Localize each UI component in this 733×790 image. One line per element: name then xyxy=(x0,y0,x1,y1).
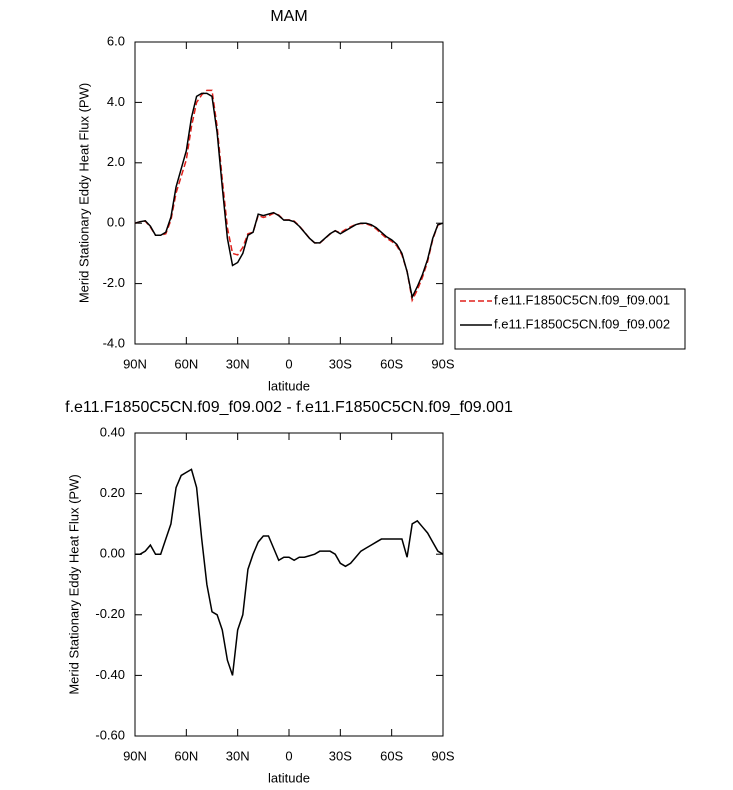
x-tick-label: 60S xyxy=(380,748,403,763)
y-tick-label: -4.0 xyxy=(103,335,125,350)
y-tick-label: 0.0 xyxy=(107,215,125,230)
legend-box xyxy=(454,288,686,350)
x-tick-label: 0 xyxy=(285,356,292,371)
y-tick-label: 0.00 xyxy=(100,546,125,561)
y-tick-label: 6.0 xyxy=(107,33,125,48)
plot-frame xyxy=(134,41,444,345)
y-tick-label: -0.20 xyxy=(95,606,125,621)
x-tick-label: 90N xyxy=(123,356,147,371)
y-tick-label: -0.60 xyxy=(95,727,125,742)
x-axis-label: latitude xyxy=(268,770,310,785)
y-tick-label: -0.40 xyxy=(95,667,125,682)
plot-frame xyxy=(134,432,444,737)
x-tick-label: 60N xyxy=(174,748,198,763)
legend-label: f.e11.F1850C5CN.f09_f09.002 xyxy=(494,316,670,331)
x-tick-label: 90S xyxy=(431,748,454,763)
x-tick-label: 90N xyxy=(123,748,147,763)
series-line xyxy=(134,89,444,303)
y-axis-label: Merid Stationary Eddy Heat Flux (PW) xyxy=(66,474,81,694)
x-tick-label: 60S xyxy=(380,356,403,371)
legend-label: f.e11.F1850C5CN.f09_f09.001 xyxy=(494,292,670,307)
x-tick-label: 30N xyxy=(226,356,250,371)
y-tick-label: -2.0 xyxy=(103,275,125,290)
series-line xyxy=(134,92,444,300)
x-tick-label: 90S xyxy=(431,356,454,371)
x-tick-label: 0 xyxy=(285,748,292,763)
y-tick-label: 4.0 xyxy=(107,94,125,109)
y-tick-label: 0.20 xyxy=(100,485,125,500)
series-line xyxy=(135,468,444,676)
x-tick-label: 30S xyxy=(329,356,352,371)
x-tick-label: 30N xyxy=(226,748,250,763)
x-tick-label: 60N xyxy=(174,356,198,371)
y-tick-label: 2.0 xyxy=(107,154,125,169)
x-tick-label: 30S xyxy=(329,748,352,763)
chart-title: MAM xyxy=(270,8,307,25)
y-axis-label: Merid Stationary Eddy Heat Flux (PW) xyxy=(76,83,91,303)
chart-title: f.e11.F1850C5CN.f09_f09.002 - f.e11.F185… xyxy=(65,399,513,416)
x-axis-label: latitude xyxy=(268,378,310,393)
y-tick-label: 0.40 xyxy=(100,424,125,439)
